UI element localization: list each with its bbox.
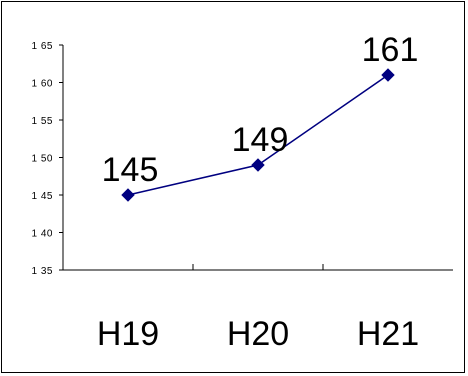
data-labels: 145 149 161 [102, 31, 419, 189]
y-tick-label: 1 65 [32, 41, 53, 52]
y-tick-label: 1 50 [32, 154, 53, 165]
y-tick-label: 1 60 [32, 79, 53, 90]
data-point-marker [251, 158, 265, 172]
y-tick-label: 1 35 [32, 266, 53, 277]
data-label: 149 [232, 121, 289, 159]
data-point-marker [121, 188, 135, 202]
data-point-marker [381, 68, 395, 82]
y-tick-label: 1 45 [32, 191, 53, 202]
y-tick-label: 1 40 [32, 229, 53, 240]
data-label: 145 [102, 151, 159, 189]
x-tick-label: H20 [227, 315, 289, 353]
x-tick-label: H19 [97, 315, 159, 353]
series-group [121, 68, 395, 202]
y-ticks: 1 35 1 40 1 45 1 50 1 55 1 60 1 65 [32, 41, 63, 277]
x-tick-label: H21 [357, 315, 419, 353]
y-tick-label: 1 55 [32, 116, 53, 127]
x-ticks: H19 H20 H21 [97, 264, 419, 353]
data-label: 161 [362, 31, 419, 69]
